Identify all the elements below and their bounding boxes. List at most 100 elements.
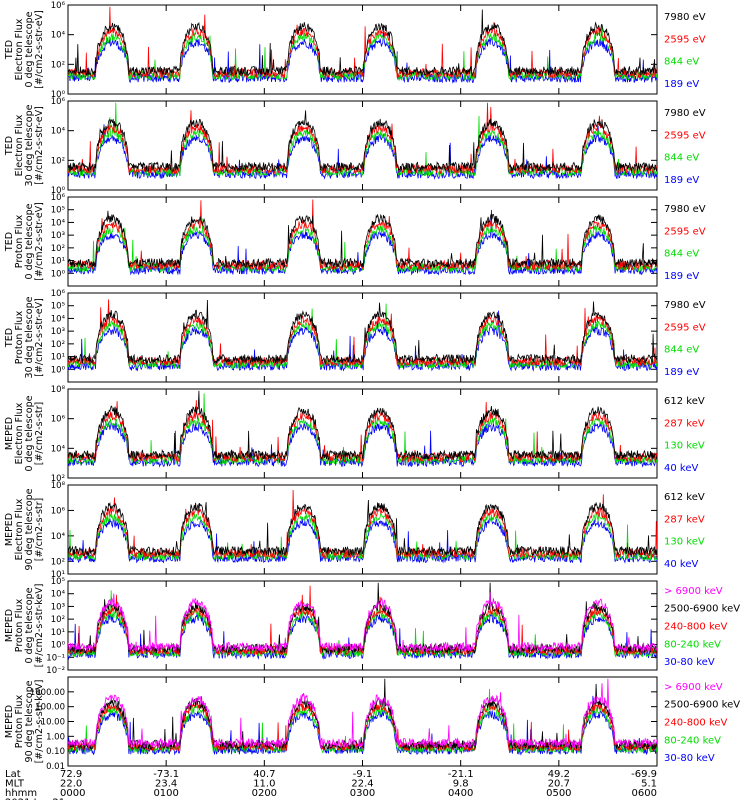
- y-axis-label-line: 0 deg telescope: [24, 203, 35, 279]
- x-tick-lat: 72.9: [60, 769, 82, 780]
- y-axis-label-line: 90 deg telescope: [24, 488, 35, 570]
- x-tick-hhmm: 0500: [546, 788, 571, 799]
- y-axis-label-line: TED: [4, 328, 15, 348]
- x-axis-row-label: hhmm: [5, 788, 37, 799]
- y-tick-label: 10⁵: [51, 577, 65, 587]
- legend-entry: 844 eV: [664, 249, 699, 260]
- trace-group: [68, 489, 657, 564]
- y-tick-label: 10²: [51, 60, 65, 70]
- legend-entry: > 6900 keV: [664, 586, 723, 597]
- legend-entry: 287 keV: [664, 418, 705, 429]
- legend-entry: > 6900 keV: [664, 682, 723, 693]
- y-tick-label: 10⁴: [51, 218, 66, 228]
- y-tick-label: 10²: [51, 244, 65, 254]
- x-tick-mlt: 22.0: [60, 779, 82, 790]
- legend-entry: 2500-6900 keV: [664, 604, 740, 615]
- x-tick-lat: -9.1: [353, 769, 373, 780]
- x-tick-lat: 40.7: [253, 769, 275, 780]
- x-axis-row-label: Lat: [5, 769, 21, 780]
- x-tick-lat: -69.9: [631, 769, 657, 780]
- x-tick-hhmm: 0000: [60, 788, 85, 799]
- y-tick-label: 0.01: [46, 762, 65, 772]
- legend-entry: 287 keV: [664, 514, 705, 525]
- series-trace: [68, 9, 657, 77]
- y-axis-label-line: [#/cm2-s-str-keV]: [34, 680, 45, 764]
- x-axis-row-label: MLT: [5, 779, 25, 790]
- x-tick-hhmm: 0200: [252, 788, 277, 799]
- y-axis-label-line: TED: [4, 136, 15, 156]
- y-tick-label: 10⁶: [51, 1, 66, 11]
- y-tick-label: 10⁸: [51, 385, 66, 395]
- legend-entry: 7980 eV: [664, 108, 706, 119]
- y-tick-label: 10⁻¹: [46, 653, 65, 663]
- panel-6: 10¹ 10² 10⁴ 10⁶ 10⁸ MEPED Electron Flux 90 deg …: [4, 481, 705, 580]
- legend-entry: 189 eV: [664, 367, 699, 378]
- series-trace: [68, 299, 657, 365]
- legend-entry: 30-80 keV: [664, 657, 715, 668]
- y-axis-label-line: MEPED: [4, 705, 15, 738]
- y-axis-label-line: Proton Flux: [14, 598, 25, 652]
- legend-entry: 2595 eV: [664, 226, 706, 237]
- y-axis-label-line: Proton Flux: [14, 214, 25, 268]
- x-tick-lat: -21.1: [448, 769, 474, 780]
- legend-entry: 2595 eV: [664, 130, 706, 141]
- y-axis-label-line: Electron Flux: [14, 114, 25, 176]
- y-axis-label-line: 30 deg telescope: [24, 296, 35, 378]
- y-tick-label: 10⁶: [51, 415, 66, 425]
- y-axis-label-line: 30 deg telescope: [24, 104, 35, 186]
- y-tick-label: 10⁶: [51, 97, 66, 107]
- legend-entry: 240-800 keV: [664, 718, 728, 729]
- trace-group: [68, 582, 657, 660]
- y-tick-label: 10¹: [51, 257, 65, 267]
- series-trace: [68, 499, 657, 557]
- legend-entry: 40 keV: [664, 463, 698, 474]
- y-axis-label-line: Electron Flux: [14, 402, 25, 464]
- panel-4: 10⁰ 10¹ 10² 10³ 10⁴ 10⁵ 10⁶ TED Proton Flux 30 de…: [4, 289, 706, 383]
- series-trace: [68, 299, 657, 367]
- trace-group: [68, 102, 657, 180]
- legend-entry: 844 eV: [664, 153, 699, 164]
- y-tick-label: 10¹: [51, 353, 65, 363]
- y-tick-label: 10⁴: [51, 590, 66, 600]
- y-axis-label-line: Electron Flux: [14, 498, 25, 560]
- legend-entry: 80-240 keV: [664, 639, 721, 650]
- y-tick-label: 10⁰: [51, 365, 66, 375]
- y-tick-label: 1.00: [46, 732, 65, 742]
- y-tick-label: 10⁰: [51, 269, 66, 279]
- legend-entry: 189 eV: [664, 79, 699, 90]
- legend-entry: 612 keV: [664, 492, 705, 503]
- y-tick-label: 10²: [51, 615, 65, 625]
- y-tick-label: 100.00: [35, 703, 65, 713]
- y-tick-label: 10¹: [51, 570, 65, 580]
- y-tick-label: 10⁴: [51, 314, 66, 324]
- y-axis-label-line: [#/cm2-s-str-eV]: [34, 202, 45, 281]
- legend-entry: 189 eV: [664, 175, 699, 186]
- series-trace: [68, 489, 657, 560]
- panel-3: 10⁰ 10¹ 10² 10³ 10⁴ 10⁵ 10⁶ TED Proton Flux 0 deg…: [4, 193, 706, 287]
- y-tick-label: 10⁶: [51, 289, 66, 299]
- y-tick-label: 0.10: [46, 747, 65, 757]
- legend-entry: 130 keV: [664, 537, 705, 548]
- trace-group: [68, 678, 657, 756]
- y-tick-label: 10⁴: [51, 127, 66, 137]
- y-axis-label-line: [#/cm2-s-str-eV]: [34, 298, 45, 377]
- y-tick-label: 10⁰: [51, 90, 66, 100]
- trace-group: [68, 390, 657, 468]
- legend-entry: 2500-6900 keV: [664, 700, 740, 711]
- x-tick-hhmm: 0300: [350, 788, 375, 799]
- legend-entry: 7980 eV: [664, 300, 706, 311]
- y-tick-label: 10⁻²: [46, 666, 65, 676]
- x-axis-date: 2021 Jun 21: [5, 798, 65, 800]
- y-tick-label: 10⁶: [51, 193, 66, 203]
- legend-entry: 80-240 keV: [664, 735, 721, 746]
- trace-group: [68, 199, 657, 276]
- panel-5: 10² 10⁴ 10⁶ 10⁸ MEPED Electron Flux 0 deg tele…: [4, 385, 705, 484]
- series-trace: [68, 110, 657, 173]
- panel-frame: [67, 196, 658, 287]
- legend-entry: 844 eV: [664, 57, 699, 68]
- y-axis-label-line: 0 deg telescope: [24, 587, 35, 663]
- series-trace: [68, 199, 657, 271]
- y-axis-label-line: TED: [4, 232, 15, 252]
